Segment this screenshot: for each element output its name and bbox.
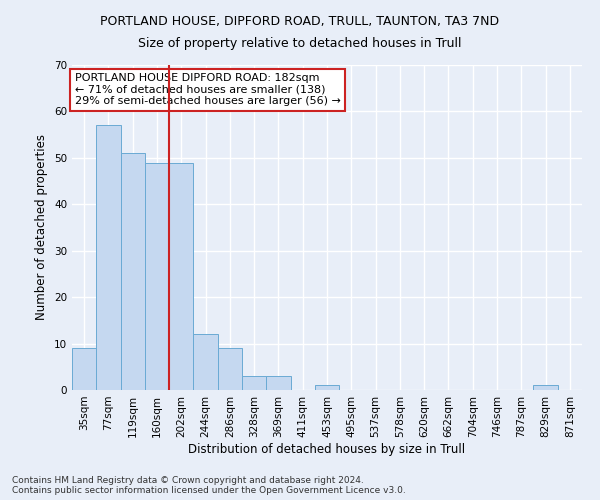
Bar	[218, 348, 242, 390]
Bar	[72, 348, 96, 390]
Bar	[533, 386, 558, 390]
Bar	[121, 153, 145, 390]
Text: PORTLAND HOUSE, DIPFORD ROAD, TRULL, TAUNTON, TA3 7ND: PORTLAND HOUSE, DIPFORD ROAD, TRULL, TAU…	[100, 15, 500, 28]
Bar	[315, 386, 339, 390]
Bar	[96, 126, 121, 390]
X-axis label: Distribution of detached houses by size in Trull: Distribution of detached houses by size …	[188, 442, 466, 456]
Bar	[193, 334, 218, 390]
Text: Contains HM Land Registry data © Crown copyright and database right 2024.
Contai: Contains HM Land Registry data © Crown c…	[12, 476, 406, 495]
Bar	[242, 376, 266, 390]
Bar	[145, 162, 169, 390]
Y-axis label: Number of detached properties: Number of detached properties	[35, 134, 49, 320]
Bar	[266, 376, 290, 390]
Text: Size of property relative to detached houses in Trull: Size of property relative to detached ho…	[138, 38, 462, 51]
Text: PORTLAND HOUSE DIPFORD ROAD: 182sqm
← 71% of detached houses are smaller (138)
2: PORTLAND HOUSE DIPFORD ROAD: 182sqm ← 71…	[74, 73, 340, 106]
Bar	[169, 162, 193, 390]
